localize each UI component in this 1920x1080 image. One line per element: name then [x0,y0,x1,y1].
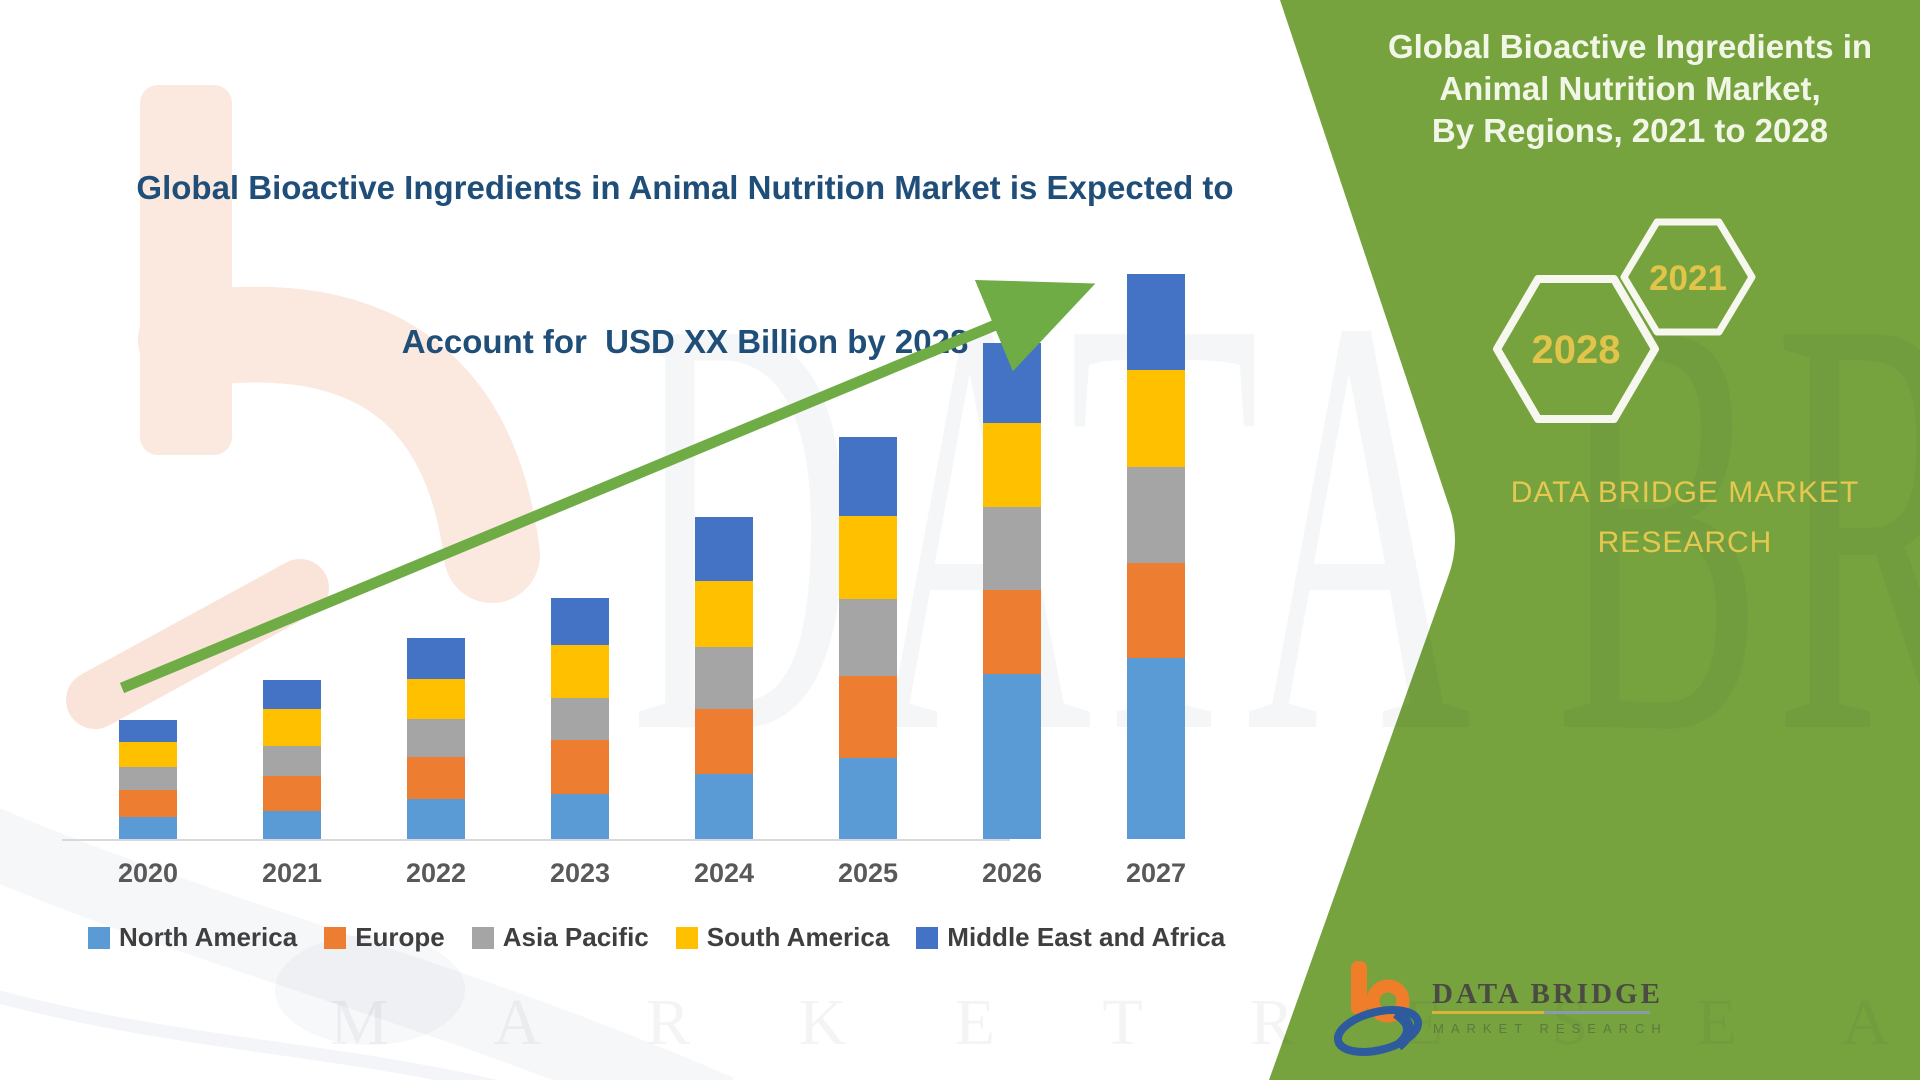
brand-text: DATA BRIDGE MARKET RESEARCH [1450,468,1920,567]
bar-segment-asia-pacific [407,719,465,757]
chart-title-line2: Account for USD XX Billion by 2028 [401,322,969,360]
bar-segment-south-america [551,645,609,698]
legend-label: Asia Pacific [502,922,649,952]
panel-heading-line3: By Regions, 2021 to 2028 [1431,112,1829,150]
bar-2021 [263,680,321,839]
bar-segment-north-america [263,811,321,839]
bar-segment-north-america [1127,658,1185,839]
year-label-2023: 2023 [549,858,611,888]
bar-segment-asia-pacific [983,507,1041,590]
bar-segment-middle-east-and-africa [119,720,177,742]
chart-title-line1: Global Bioactive Ingredients in Animal N… [136,169,1234,207]
bar-segment-europe [695,709,753,774]
bar-segment-south-america [263,709,321,746]
chart-title: Global Bioactive Ingredients in Animal N… [70,60,1300,469]
bar-segment-europe [839,676,897,758]
year-label-2025: 2025 [837,858,899,888]
legend: North America Europe Asia Pacific South Ame… [88,922,1225,953]
bar-segment-north-america [407,799,465,839]
bar-segment-south-america [1127,370,1185,467]
legend-label: North America [119,922,298,952]
legend-swatch [471,926,494,949]
bar-segment-asia-pacific [263,746,321,776]
bar-segment-asia-pacific [119,767,177,790]
bar-segment-europe [263,776,321,811]
brand-text-line2: RESEARCH [1597,525,1773,559]
legend-label: Europe [355,922,445,952]
bar-segment-asia-pacific [695,647,753,709]
year-label-2026: 2026 [981,858,1043,888]
legend-item-middle-east-and-africa: Middle East and Africa [916,922,1225,953]
bar-2020 [119,720,177,839]
bar-segment-south-america [119,742,177,767]
bar-2023 [551,598,609,839]
bar-2025 [839,437,897,839]
bar-segment-asia-pacific [551,698,609,740]
bar-2024 [695,517,753,839]
panel-heading: Global Bioactive Ingredients in Animal N… [1350,26,1910,153]
bar-segment-europe [1127,563,1185,658]
bar-segment-asia-pacific [839,599,897,676]
legend-item-asia-pacific: Asia Pacific [471,922,649,953]
bar-segment-middle-east-and-africa [695,517,753,581]
bar-segment-middle-east-and-africa [407,638,465,679]
legend-swatch [675,926,698,949]
legend-swatch [88,926,110,949]
bar-2022 [407,638,465,839]
year-label-2022: 2022 [405,858,467,888]
bar-2027 [1127,274,1185,839]
bar-segment-north-america [839,758,897,839]
bar-segment-north-america [695,774,753,839]
legend-item-europe: Europe [324,922,445,953]
bar-segment-europe [551,740,609,794]
bar-segment-middle-east-and-africa [1127,274,1185,370]
bar-segment-south-america [695,581,753,647]
year-label-2021: 2021 [261,858,323,888]
bar-segment-north-america [983,674,1041,839]
year-label-2027: 2027 [1125,858,1187,888]
bar-segment-south-america [407,679,465,719]
year-label-2024: 2024 [693,858,755,888]
legend-item-south-america: South America [675,922,890,953]
brand-text-line1: DATA BRIDGE MARKET [1510,476,1860,509]
bar-segment-asia-pacific [1127,467,1185,563]
bar-segment-north-america [551,794,609,839]
legend-label: Middle East and Africa [947,922,1226,952]
bar-segment-middle-east-and-africa [551,598,609,645]
bar-segment-europe [119,790,177,817]
panel-heading-line2: Animal Nutrition Market, [1439,70,1821,108]
legend-swatch [916,926,939,949]
bar-segment-middle-east-and-africa [263,680,321,709]
bar-segment-europe [983,590,1041,674]
legend-swatch [324,926,347,949]
bar-segment-europe [407,757,465,799]
legend-item-north-america: North America [88,922,297,953]
panel-heading-line1: Global Bioactive Ingredients in [1387,28,1873,65]
legend-label: South America [706,922,890,952]
bar-segment-south-america [839,516,897,599]
x-axis-line [62,839,1010,841]
bar-segment-north-america [119,817,177,839]
year-label-2020: 2020 [117,858,179,888]
